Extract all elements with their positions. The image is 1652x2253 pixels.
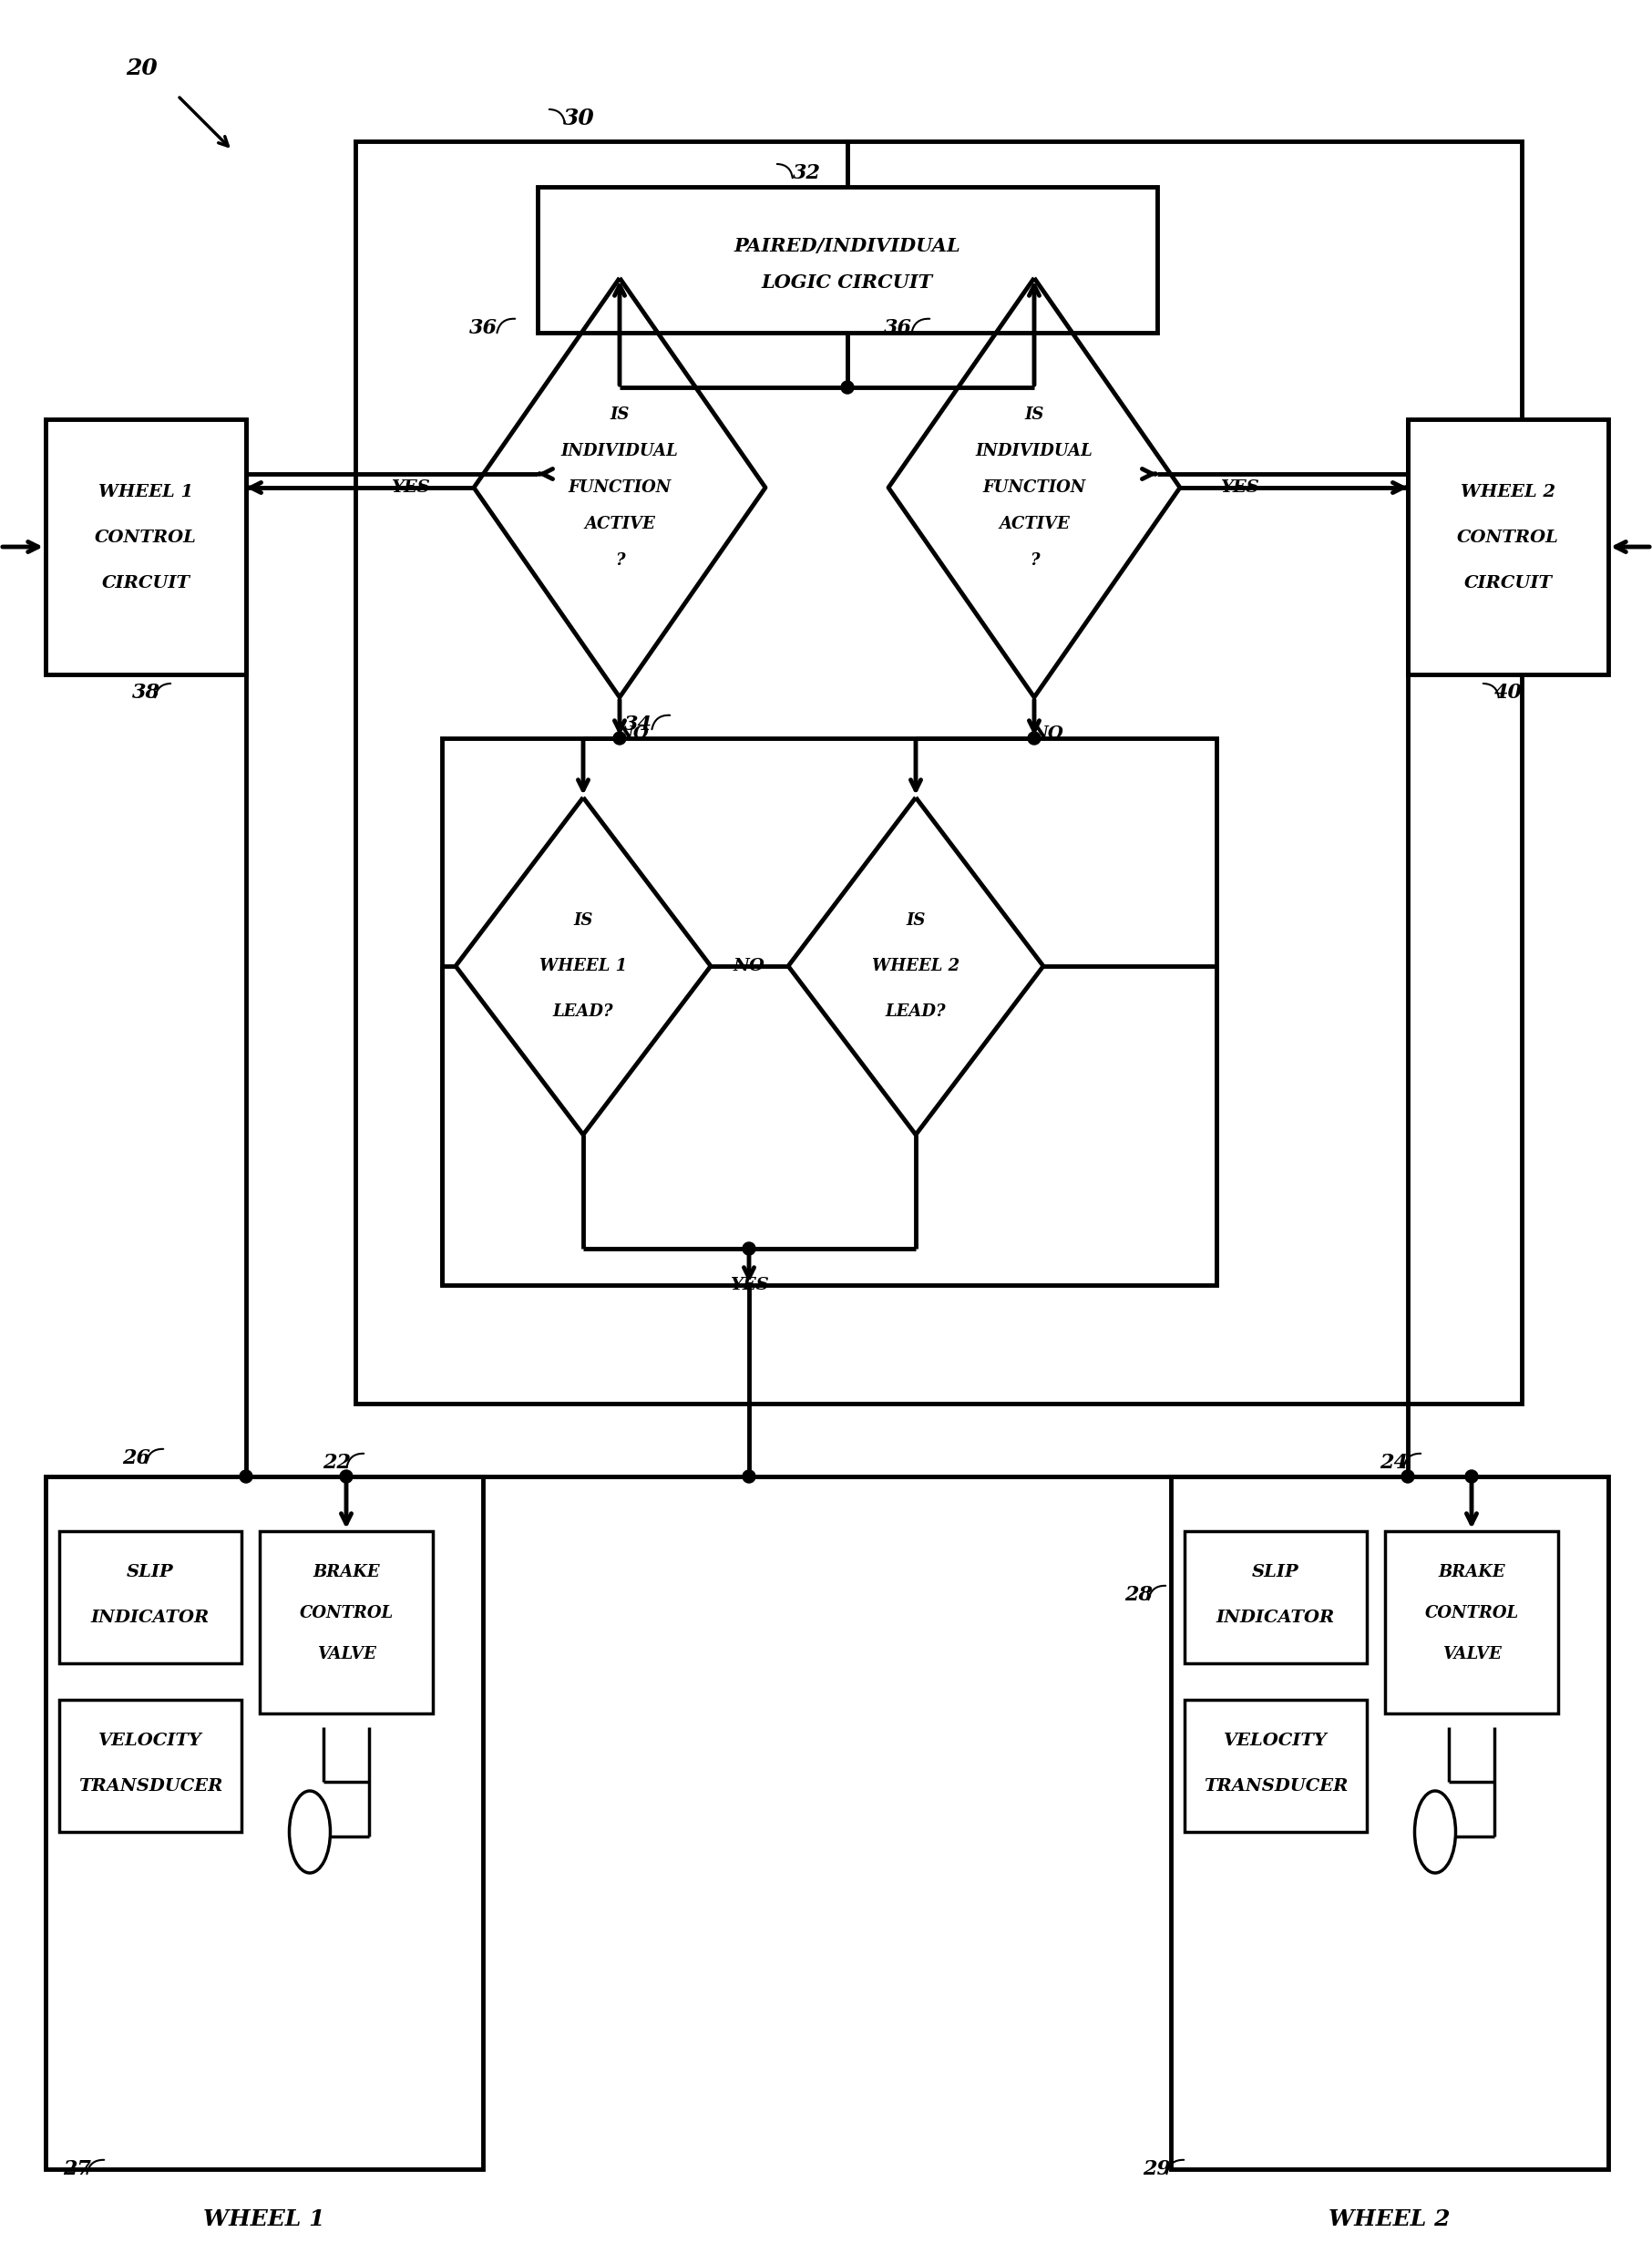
Text: ACTIVE: ACTIVE — [585, 516, 656, 532]
Text: 26: 26 — [122, 1449, 150, 1469]
Ellipse shape — [289, 1791, 330, 1872]
Text: BRAKE: BRAKE — [312, 1564, 380, 1579]
Text: WHEEL 1: WHEEL 1 — [539, 958, 628, 973]
Text: INDICATOR: INDICATOR — [1216, 1609, 1335, 1627]
Text: IS: IS — [1024, 406, 1044, 424]
Bar — [355, 142, 1521, 1404]
Bar — [1408, 419, 1609, 674]
Text: 22: 22 — [324, 1453, 352, 1473]
Circle shape — [1465, 1471, 1479, 1482]
Bar — [1184, 1699, 1366, 1832]
Text: WHEEL 2: WHEEL 2 — [1328, 2208, 1450, 2230]
Bar — [443, 739, 1216, 1284]
Text: SLIP: SLIP — [1252, 1564, 1298, 1579]
Text: CONTROL: CONTROL — [299, 1604, 393, 1622]
Text: PAIRED/INDIVIDUAL: PAIRED/INDIVIDUAL — [733, 237, 961, 255]
Text: CIRCUIT: CIRCUIT — [1464, 575, 1553, 593]
Bar — [537, 187, 1156, 333]
Text: IS: IS — [610, 406, 629, 424]
Circle shape — [841, 381, 854, 394]
Bar — [1171, 1476, 1609, 2170]
Circle shape — [1028, 732, 1041, 746]
Circle shape — [340, 1471, 352, 1482]
Bar — [259, 1532, 433, 1715]
Circle shape — [240, 1471, 253, 1482]
Text: 24: 24 — [1379, 1453, 1408, 1473]
Text: 30: 30 — [563, 108, 595, 128]
Circle shape — [1401, 1471, 1414, 1482]
Text: IS: IS — [573, 912, 593, 928]
Text: YES: YES — [730, 1277, 768, 1293]
Text: 36: 36 — [469, 318, 497, 338]
Text: LOGIC CIRCUIT: LOGIC CIRCUIT — [762, 273, 933, 291]
Text: INDIVIDUAL: INDIVIDUAL — [976, 444, 1094, 460]
Text: VALVE: VALVE — [317, 1647, 375, 1663]
Bar — [1384, 1532, 1558, 1715]
Text: WHEEL 2: WHEEL 2 — [872, 958, 960, 973]
Text: INDIVIDUAL: INDIVIDUAL — [562, 444, 679, 460]
Text: VELOCITY: VELOCITY — [1224, 1733, 1328, 1748]
Text: NO: NO — [1032, 725, 1064, 741]
Text: LEAD?: LEAD? — [885, 1003, 947, 1021]
Text: WHEEL 2: WHEEL 2 — [1460, 484, 1556, 500]
Circle shape — [613, 732, 626, 746]
Text: BRAKE: BRAKE — [1437, 1564, 1505, 1579]
Text: ?: ? — [1029, 552, 1039, 568]
Text: 27: 27 — [63, 2158, 91, 2179]
Bar — [46, 419, 246, 674]
Text: WHEEL 1: WHEEL 1 — [203, 2208, 325, 2230]
Circle shape — [743, 1241, 755, 1255]
Text: TRANSDUCER: TRANSDUCER — [1204, 1778, 1348, 1796]
Text: LEAD?: LEAD? — [553, 1003, 613, 1021]
Text: 29: 29 — [1143, 2158, 1171, 2179]
Text: TRANSDUCER: TRANSDUCER — [78, 1778, 223, 1796]
Text: YES: YES — [390, 480, 430, 496]
Ellipse shape — [1414, 1791, 1455, 1872]
Text: INDICATOR: INDICATOR — [91, 1609, 210, 1627]
Text: NO: NO — [733, 958, 765, 973]
Text: 36: 36 — [884, 318, 912, 338]
Text: YES: YES — [1219, 480, 1259, 496]
Text: 28: 28 — [1125, 1584, 1153, 1604]
Text: SLIP: SLIP — [127, 1564, 173, 1579]
Text: 38: 38 — [132, 683, 160, 703]
Text: VELOCITY: VELOCITY — [99, 1733, 202, 1748]
Text: FUNCTION: FUNCTION — [568, 480, 671, 496]
Text: FUNCTION: FUNCTION — [983, 480, 1085, 496]
Bar — [1184, 1532, 1366, 1663]
Text: WHEEL 1: WHEEL 1 — [99, 484, 193, 500]
Text: ACTIVE: ACTIVE — [999, 516, 1070, 532]
Text: ?: ? — [615, 552, 624, 568]
Bar — [59, 1532, 241, 1663]
Text: CONTROL: CONTROL — [94, 529, 197, 545]
Text: 32: 32 — [793, 162, 821, 182]
Text: 40: 40 — [1493, 683, 1521, 703]
Bar — [46, 1476, 482, 2170]
Text: CIRCUIT: CIRCUIT — [102, 575, 190, 593]
Text: NO: NO — [618, 725, 649, 741]
Text: IS: IS — [905, 912, 925, 928]
Text: CONTROL: CONTROL — [1424, 1604, 1518, 1622]
Bar — [59, 1699, 241, 1832]
Circle shape — [743, 1471, 755, 1482]
Text: CONTROL: CONTROL — [1457, 529, 1559, 545]
Text: 34: 34 — [624, 714, 653, 734]
Text: 20: 20 — [126, 56, 157, 79]
Text: VALVE: VALVE — [1442, 1647, 1502, 1663]
